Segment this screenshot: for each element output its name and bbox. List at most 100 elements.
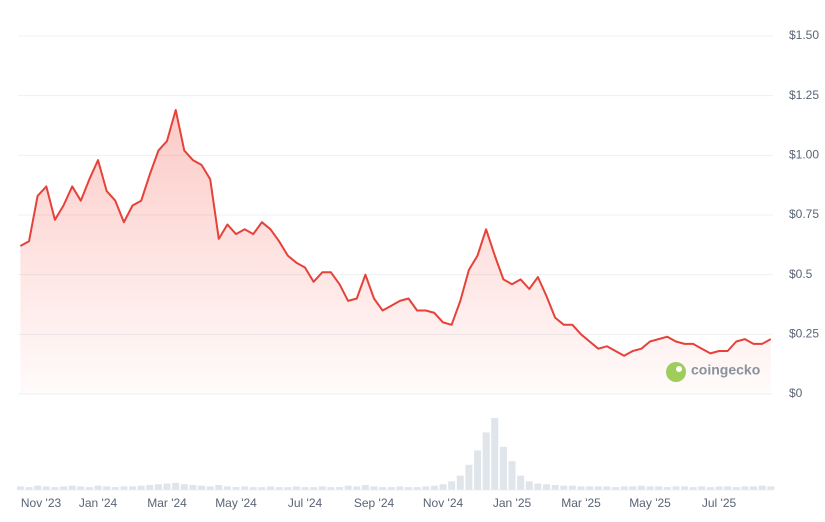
watermark: coingecko (666, 362, 760, 382)
volume-bar (154, 484, 162, 490)
volume-bar (249, 487, 257, 490)
volume-bar (68, 485, 76, 490)
volume-bar (387, 487, 395, 490)
watermark-logo (666, 362, 686, 382)
x-tick-label: Mar '25 (561, 496, 601, 510)
volume-bar (318, 486, 326, 490)
x-tick-label: Jul '25 (702, 496, 737, 510)
volume-bar (60, 486, 68, 490)
volume-bar (94, 485, 102, 490)
volume-bar (292, 486, 300, 490)
volume-bar (646, 486, 654, 490)
volume-bar (767, 486, 775, 490)
y-tick-label: $1.00 (789, 148, 819, 162)
volume-bar (465, 464, 473, 490)
volume-bar (16, 486, 24, 490)
volume-bar (413, 487, 421, 490)
x-tick-label: May '24 (215, 496, 257, 510)
volume-bar (655, 486, 663, 490)
x-tick-label: May '25 (629, 496, 671, 510)
volume-bar (180, 484, 188, 490)
volume-bar (172, 482, 180, 490)
volume-bar (129, 486, 137, 490)
volume-bar (267, 486, 275, 490)
x-tick-label: Jan '24 (79, 496, 118, 510)
volume-bar (448, 481, 456, 490)
volume-bar (586, 486, 594, 490)
y-tick-label: $0.75 (789, 207, 819, 221)
volume-bar (353, 486, 361, 490)
volume-bar (491, 418, 499, 490)
volume-bar (525, 481, 533, 490)
volume-bar (206, 486, 214, 490)
y-tick-label: $1.25 (789, 88, 819, 102)
volume-bar (474, 450, 482, 490)
volume-bar (275, 487, 283, 490)
volume-bar (517, 475, 525, 490)
x-tick-label: Jul '24 (288, 496, 323, 510)
volume-bar (241, 486, 249, 490)
volume-bar (336, 487, 344, 490)
volume-bar (42, 486, 50, 490)
volume-bar (672, 486, 680, 490)
volume-bar (111, 487, 119, 490)
volume-bar (499, 446, 507, 490)
volume-bar (223, 486, 231, 490)
volume-bar (405, 487, 413, 490)
volume-bar (430, 485, 438, 490)
y-tick-label: $0.5 (789, 267, 813, 281)
volume-bar (344, 485, 352, 490)
volume-bar (724, 486, 732, 490)
volume-bar (508, 461, 516, 490)
x-tick-label: Jan '25 (493, 496, 532, 510)
volume-bar (620, 486, 628, 490)
volume-bar (689, 487, 697, 490)
volume-bar (327, 487, 335, 490)
volume-bar (396, 486, 404, 490)
volume-bar (361, 484, 369, 490)
volume-bar (568, 485, 576, 490)
volume-bar (163, 483, 171, 490)
volume-bar (284, 487, 292, 490)
volume-bar (439, 484, 447, 490)
volume-bar (379, 487, 387, 490)
x-tick-label: Sep '24 (354, 496, 395, 510)
volume-bar (25, 487, 33, 490)
volume-bar (85, 487, 93, 490)
volume-bar (629, 486, 637, 490)
volume-bar (560, 485, 568, 490)
volume-bar (51, 487, 59, 490)
volume-bar (750, 486, 758, 490)
volume-bar (715, 486, 723, 490)
volume-bar (594, 486, 602, 490)
volume-bar (603, 486, 611, 490)
volume-bar (732, 487, 740, 490)
area (20, 110, 771, 394)
volume-bar (137, 485, 145, 490)
volume-bar (706, 487, 714, 490)
x-tick-label: Mar '24 (147, 496, 187, 510)
volume-bar (422, 486, 430, 490)
volume-bar (758, 485, 766, 490)
watermark-eye (676, 366, 682, 372)
volume-bar (543, 484, 551, 490)
volume-bar (146, 484, 154, 490)
volume-bar (77, 486, 85, 490)
volume-bar (698, 486, 706, 490)
volume-bar (551, 484, 559, 490)
x-tick-label: Nov '24 (423, 496, 464, 510)
y-tick-label: $0.25 (789, 327, 819, 341)
y-tick-label: $1.50 (789, 28, 819, 42)
y-tick-label: $0 (789, 386, 803, 400)
volume-bar (612, 487, 620, 490)
volume-bar (189, 484, 197, 490)
volume-bar (215, 484, 223, 490)
volume-bar (103, 486, 111, 490)
volume-bar (310, 487, 318, 490)
x-tick-label: Nov '23 (21, 496, 62, 510)
volume-bar (456, 475, 464, 490)
watermark-text: coingecko (691, 362, 760, 378)
volume-bar (34, 485, 42, 490)
volume-bar (663, 487, 671, 490)
